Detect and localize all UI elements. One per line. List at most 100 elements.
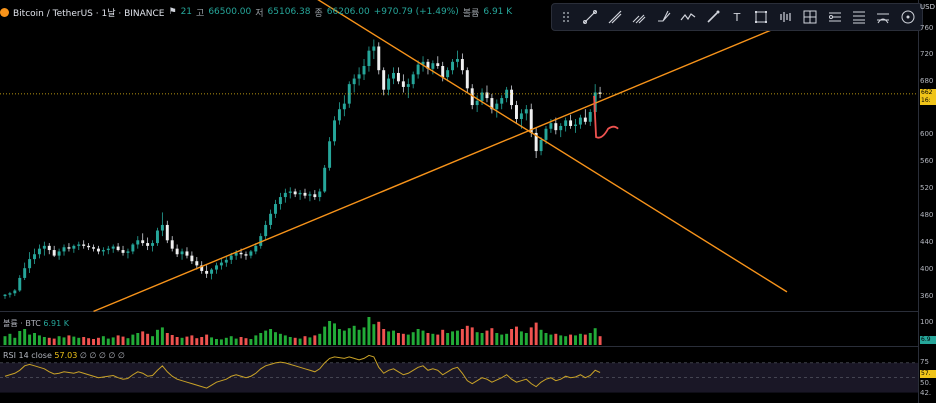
volume-label: 볼륨 <box>462 8 480 19</box>
candle-body <box>333 120 336 142</box>
volume-bar <box>352 325 356 345</box>
candle-body <box>219 262 223 266</box>
volume-bar <box>160 327 164 345</box>
fib-retracement-icon[interactable] <box>826 8 844 26</box>
circle-icon[interactable] <box>899 8 917 26</box>
flag-icon[interactable]: ⚑ <box>168 7 177 17</box>
candle-body <box>357 74 361 79</box>
volume-bar <box>42 337 46 345</box>
candle-body <box>151 243 155 246</box>
volume-bar <box>205 334 209 345</box>
candle-body <box>387 78 391 90</box>
grid-icon[interactable] <box>801 8 819 26</box>
volume-bar <box>544 333 548 345</box>
volume-bar <box>455 330 459 345</box>
volume-bar <box>470 327 474 345</box>
trend-line-icon[interactable] <box>581 8 599 26</box>
candle-body <box>578 117 582 125</box>
text-icon[interactable]: T <box>733 10 741 24</box>
volume-bar <box>372 324 376 345</box>
volume-bar <box>392 330 395 345</box>
candle-body <box>52 250 56 256</box>
currency-label[interactable]: USD <box>920 3 935 11</box>
candle-body <box>42 245 46 249</box>
volume-bar <box>539 329 543 345</box>
volume-bar <box>82 337 86 345</box>
candle-body <box>249 251 253 256</box>
volume-bar <box>96 337 100 345</box>
candle-body <box>141 240 145 244</box>
candle-body <box>33 254 36 260</box>
drag-handle-icon[interactable] <box>557 8 575 26</box>
candle-body <box>47 245 51 251</box>
rectangle-icon[interactable] <box>752 8 770 26</box>
volume-bar <box>510 329 514 345</box>
candle-body <box>347 84 351 104</box>
drawing-toolbar: T <box>551 3 923 31</box>
waveform-icon[interactable] <box>777 8 795 26</box>
path-icon[interactable] <box>679 8 697 26</box>
volume-bar <box>288 337 292 345</box>
price-tick: 600 <box>920 130 934 138</box>
parallel-channel-icon[interactable] <box>630 8 648 26</box>
candle-body <box>372 46 376 51</box>
candle-body <box>524 109 528 114</box>
volume-bar <box>274 332 277 345</box>
change-value: +970.79 (+1.49%) <box>373 7 459 17</box>
brush-icon[interactable] <box>704 8 722 26</box>
volume-bar <box>465 325 469 345</box>
volume-bar <box>67 335 71 345</box>
candle-body <box>264 224 268 237</box>
open-value: 21 <box>180 7 193 17</box>
price-tick: 760 <box>920 24 934 32</box>
candle-body <box>337 109 341 121</box>
candle-body <box>451 61 455 71</box>
candle-body <box>396 72 400 82</box>
ray-icon[interactable] <box>606 8 624 26</box>
candle-body <box>190 255 194 262</box>
volume-bar <box>8 333 12 345</box>
candle-body <box>588 112 592 122</box>
volume-bar <box>92 339 95 345</box>
rsi-value: 57.03 <box>54 351 78 360</box>
volume-bar <box>323 326 327 345</box>
pitchfork-icon[interactable] <box>655 8 673 26</box>
volume-bar <box>505 333 509 345</box>
volume-bar <box>333 323 336 345</box>
volume-bar <box>234 338 238 345</box>
candle-body <box>549 123 553 129</box>
fib-extension-icon[interactable] <box>850 8 868 26</box>
volume-bar <box>524 333 528 345</box>
rsi-extras: ∅ ∅ ∅ ∅ ∅ <box>79 351 125 360</box>
current-price-countdown: 16: <box>920 97 936 105</box>
volume-bar <box>534 322 538 345</box>
volume-bar <box>451 331 455 345</box>
candle-body <box>234 252 238 256</box>
price-tick: 560 <box>920 157 934 165</box>
rsi-pane-label: RSI 14 close 57.03 ∅ ∅ ∅ ∅ ∅ <box>3 351 125 360</box>
volume-bar <box>328 321 332 345</box>
volume-bar <box>362 327 366 345</box>
candle-body <box>564 120 568 126</box>
volume-bar <box>57 336 61 345</box>
volume-bar <box>559 335 563 345</box>
volume-bar <box>574 335 577 345</box>
symbol-title[interactable]: Bitcoin / TetherUS · 1날 · BINANCE <box>13 8 165 19</box>
volume-tag: 6.9 <box>920 336 936 344</box>
volume-bar <box>87 338 91 345</box>
candle-body <box>485 92 489 99</box>
volume-bar <box>554 333 558 345</box>
volume-bar <box>495 333 499 345</box>
gann-box-icon[interactable] <box>874 8 892 26</box>
volume-bar <box>269 329 273 345</box>
candle-body <box>254 245 258 252</box>
candle-body <box>505 89 509 99</box>
candle-body <box>229 255 233 260</box>
volume-bar <box>519 331 523 345</box>
candle-body <box>569 120 573 126</box>
candle-body <box>283 192 287 198</box>
volume-bar <box>126 338 130 345</box>
candle-body <box>288 191 292 193</box>
volume-bar <box>229 336 233 345</box>
